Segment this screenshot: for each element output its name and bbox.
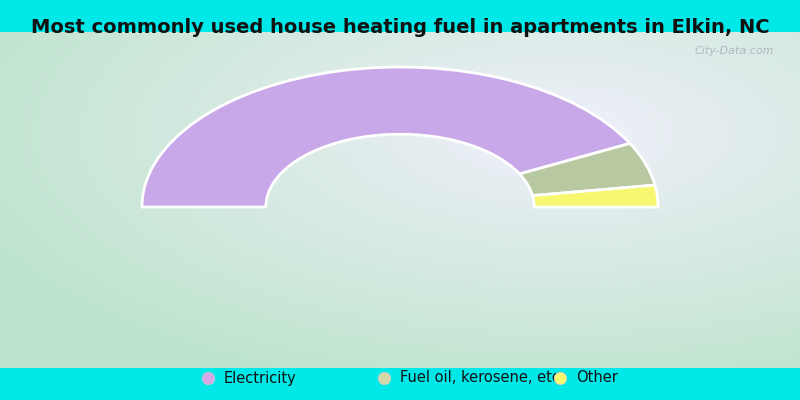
Wedge shape bbox=[519, 144, 655, 196]
Wedge shape bbox=[142, 67, 630, 207]
Wedge shape bbox=[533, 185, 658, 207]
Text: City-Data.com: City-Data.com bbox=[694, 46, 774, 56]
Text: Fuel oil, kerosene, etc.: Fuel oil, kerosene, etc. bbox=[400, 370, 565, 386]
Text: Most commonly used house heating fuel in apartments in Elkin, NC: Most commonly used house heating fuel in… bbox=[30, 18, 770, 37]
Text: Other: Other bbox=[576, 370, 618, 386]
Text: Electricity: Electricity bbox=[224, 370, 297, 386]
